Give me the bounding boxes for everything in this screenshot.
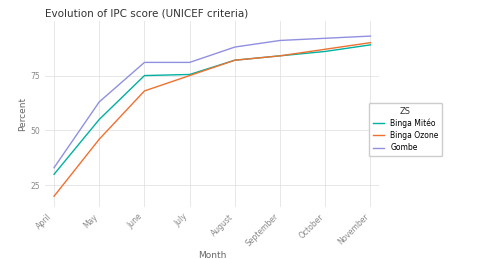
Line: Binga Mitéo: Binga Mitéo (54, 45, 370, 174)
Binga Mitéo (96, 118, 102, 121)
Binga Ozone (232, 59, 238, 62)
Binga Ozone (186, 74, 192, 77)
Binga Ozone (322, 48, 328, 51)
Gombe (368, 34, 374, 38)
Binga Mitéo (368, 43, 374, 46)
X-axis label: Month: Month (198, 251, 226, 259)
Binga Mitéo (51, 173, 57, 176)
Gombe (96, 100, 102, 103)
Binga Ozone (96, 138, 102, 141)
Binga Ozone (368, 41, 374, 44)
Legend: Binga Mitéo, Binga Ozone, Gombe: Binga Mitéo, Binga Ozone, Gombe (369, 103, 442, 156)
Binga Ozone (277, 54, 283, 57)
Text: Evolution of IPC score (UNICEF criteria): Evolution of IPC score (UNICEF criteria) (45, 9, 248, 19)
Gombe (232, 46, 238, 49)
Binga Mitéo (186, 73, 192, 76)
Gombe (142, 61, 148, 64)
Gombe (186, 61, 192, 64)
Binga Mitéo (322, 50, 328, 53)
Binga Mitéo (142, 74, 148, 77)
Y-axis label: Percent: Percent (18, 97, 28, 131)
Binga Mitéo (232, 59, 238, 62)
Binga Ozone (142, 89, 148, 92)
Binga Ozone (51, 195, 57, 198)
Gombe (51, 166, 57, 169)
Line: Gombe: Gombe (54, 36, 370, 168)
Line: Binga Ozone: Binga Ozone (54, 43, 370, 196)
Gombe (277, 39, 283, 42)
Binga Mitéo (277, 54, 283, 57)
Gombe (322, 37, 328, 40)
